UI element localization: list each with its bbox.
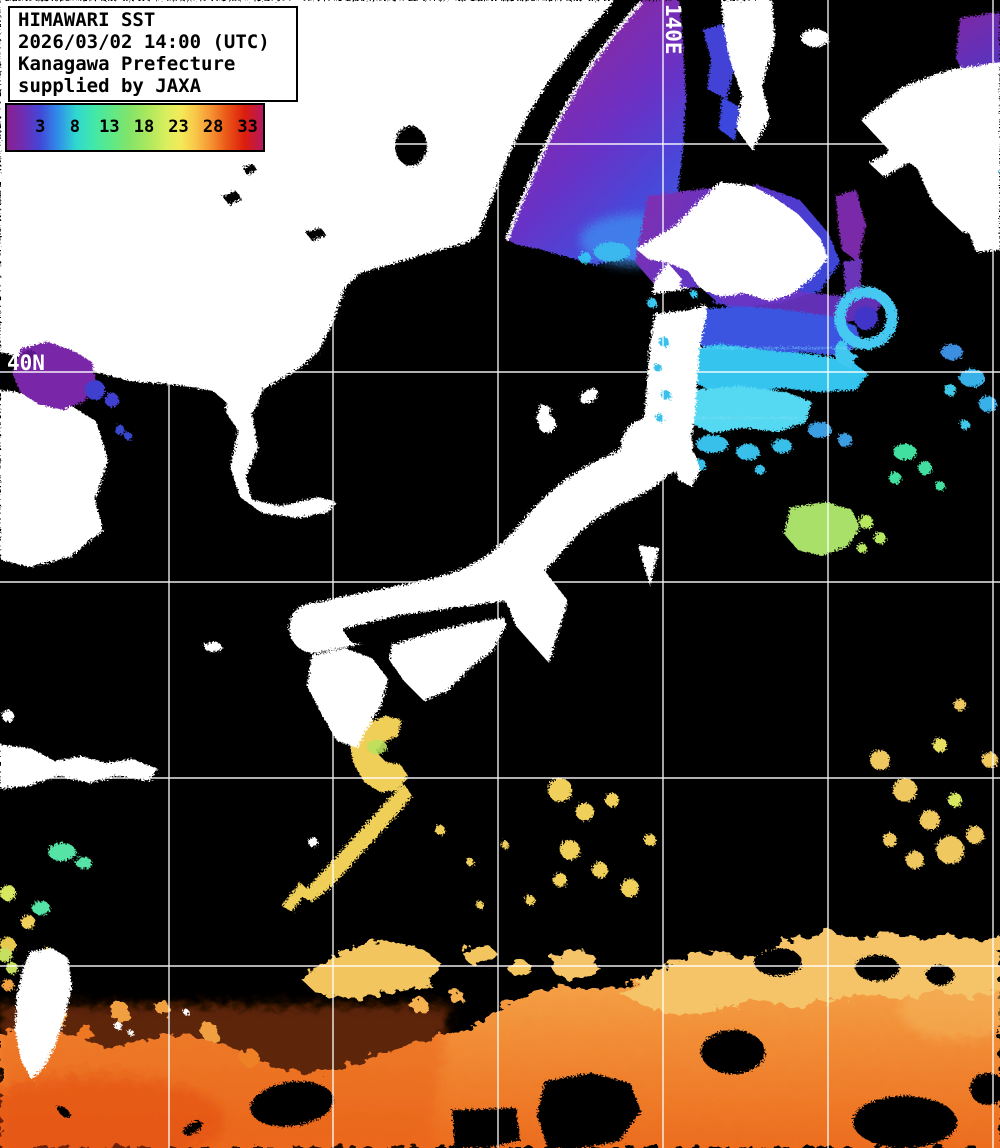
island-sakhalin [721, 0, 775, 150]
colorbar-tick: 18 [133, 117, 155, 137]
siberia-coast-strip [479, 0, 641, 252]
title-box: HIMAWARI SST 2026/03/02 14:00 (UTC) Kana… [8, 6, 298, 102]
sst-warm-water-fields [0, 930, 1000, 1148]
colorbar-gradient [7, 105, 263, 150]
island-taiwan [15, 948, 72, 1079]
kuril-islands [869, 92, 1000, 177]
colorbar-tick: 13 [99, 117, 120, 137]
sst-green-patches [784, 444, 945, 556]
temperature-colorbar: 3 8 13 18 23 28 33 [5, 103, 265, 152]
siberia-coastline [505, 0, 643, 241]
colorbar-tick: 8 [69, 117, 80, 137]
colorbar-tick: 28 [202, 117, 224, 137]
izu-peninsula [638, 545, 659, 586]
china-coast [0, 390, 108, 567]
credit: supplied by JAXA [18, 75, 202, 97]
kanto-plain [621, 416, 693, 476]
cloud-gap-layer [57, 0, 1000, 1148]
kii-peninsula [500, 570, 568, 663]
longitude-label: 140E [661, 4, 685, 55]
seto-inland-sea [342, 601, 508, 646]
sst-upper-band [620, 930, 1000, 1015]
sst-kuroshio-yellows [0, 699, 998, 991]
colorbar-ticks: 3 8 13 18 23 28 33 [7, 105, 263, 150]
sst-tatar-strait [506, 0, 686, 265]
yellow-sea [95, 380, 240, 505]
island-sado [580, 388, 598, 404]
colorbar-tick: 3 [35, 117, 46, 137]
island-kyushu [307, 648, 388, 748]
lake-khanka [395, 126, 427, 166]
sst-yellow-hook [350, 716, 408, 792]
colorbar-tick: 33 [237, 117, 258, 137]
boso-peninsula [676, 452, 700, 487]
latitude-label: 40N [7, 351, 45, 375]
datetime: 2026/03/02 14:00 (UTC) [18, 31, 270, 53]
product-name: HIMAWARI SST [18, 9, 156, 31]
region-name: Kanagawa Prefecture [18, 53, 236, 75]
colorbar-tick: 23 [168, 117, 189, 137]
island-jeju [204, 642, 222, 652]
island-hokkaido [636, 182, 828, 301]
